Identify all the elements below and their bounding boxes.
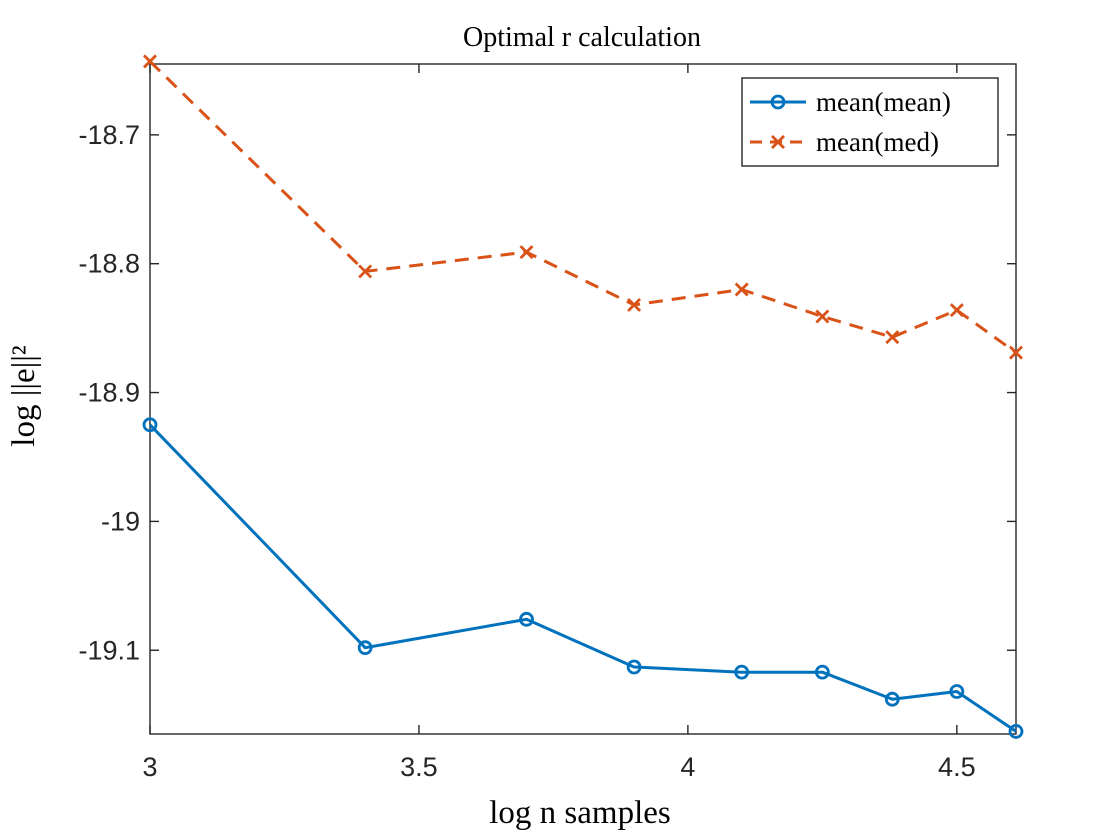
- marker-stroke: [885, 330, 900, 345]
- legend-label-mean-mean: mean(mean): [816, 87, 951, 117]
- axes-frame: [149, 63, 1017, 735]
- legend-label-mean-med: mean(med): [816, 127, 939, 157]
- marker-stroke: [143, 54, 157, 69]
- marker-stroke: [1009, 345, 1023, 360]
- marker-stroke: [815, 309, 830, 324]
- data-point-mean-mean: [357, 640, 373, 656]
- y-axis-label: log ||e||²: [6, 345, 42, 446]
- legend-box: [741, 77, 999, 167]
- data-point-mean-mean: [1008, 724, 1024, 739]
- data-point-mean-med: [734, 282, 749, 297]
- data-point-mean-med: [143, 54, 157, 69]
- x-tick-label: 3: [142, 752, 157, 782]
- data-point-mean-med: [815, 309, 830, 324]
- chart-title: Optimal r calculation: [463, 22, 701, 53]
- data-point-mean-med: [519, 245, 534, 260]
- data-point-mean-med: [1009, 345, 1023, 360]
- data-point-mean-med: [949, 303, 964, 318]
- x-tick-label: 3.5: [400, 752, 438, 782]
- legend-marker-mean-med: [771, 135, 785, 149]
- marker-stroke: [627, 297, 642, 312]
- marker-stroke: [519, 245, 534, 260]
- y-tick-label: -19: [101, 506, 140, 536]
- data-point-mean-mean: [519, 611, 534, 627]
- series-line-mean-mean: [148, 423, 1017, 733]
- data-point-mean-mean: [884, 691, 900, 707]
- data-point-mean-mean: [626, 659, 642, 675]
- marker-stroke: [734, 282, 749, 297]
- data-point-mean-med: [885, 330, 900, 345]
- legend-marker-mean-mean: [770, 94, 786, 110]
- data-point-mean-mean: [142, 417, 158, 433]
- marker-stroke: [771, 135, 785, 149]
- marker-stroke: [949, 303, 964, 318]
- y-tick-label: -19.1: [78, 635, 140, 665]
- y-tick-label: -18.8: [78, 249, 140, 279]
- data-point-mean-med: [627, 297, 642, 312]
- x-tick-label: 4: [680, 752, 695, 782]
- x-axis-label: log n samples: [489, 795, 670, 831]
- marker-stroke: [358, 264, 373, 279]
- plot-area: 3 3.5 4 4.5 -18.7 -18.8 -18.9 -19 -19.1: [78, 54, 1024, 782]
- legend: mean(mean) mean(med): [741, 77, 999, 167]
- data-point-mean-mean: [814, 664, 830, 680]
- y-tick-label: -18.9: [78, 378, 140, 408]
- data-point-mean-mean: [949, 684, 965, 699]
- data-point-mean-mean: [734, 664, 750, 680]
- x-tick-label: 4.5: [938, 752, 976, 782]
- y-tick-label: -18.7: [78, 120, 140, 150]
- data-point-mean-med: [358, 264, 373, 279]
